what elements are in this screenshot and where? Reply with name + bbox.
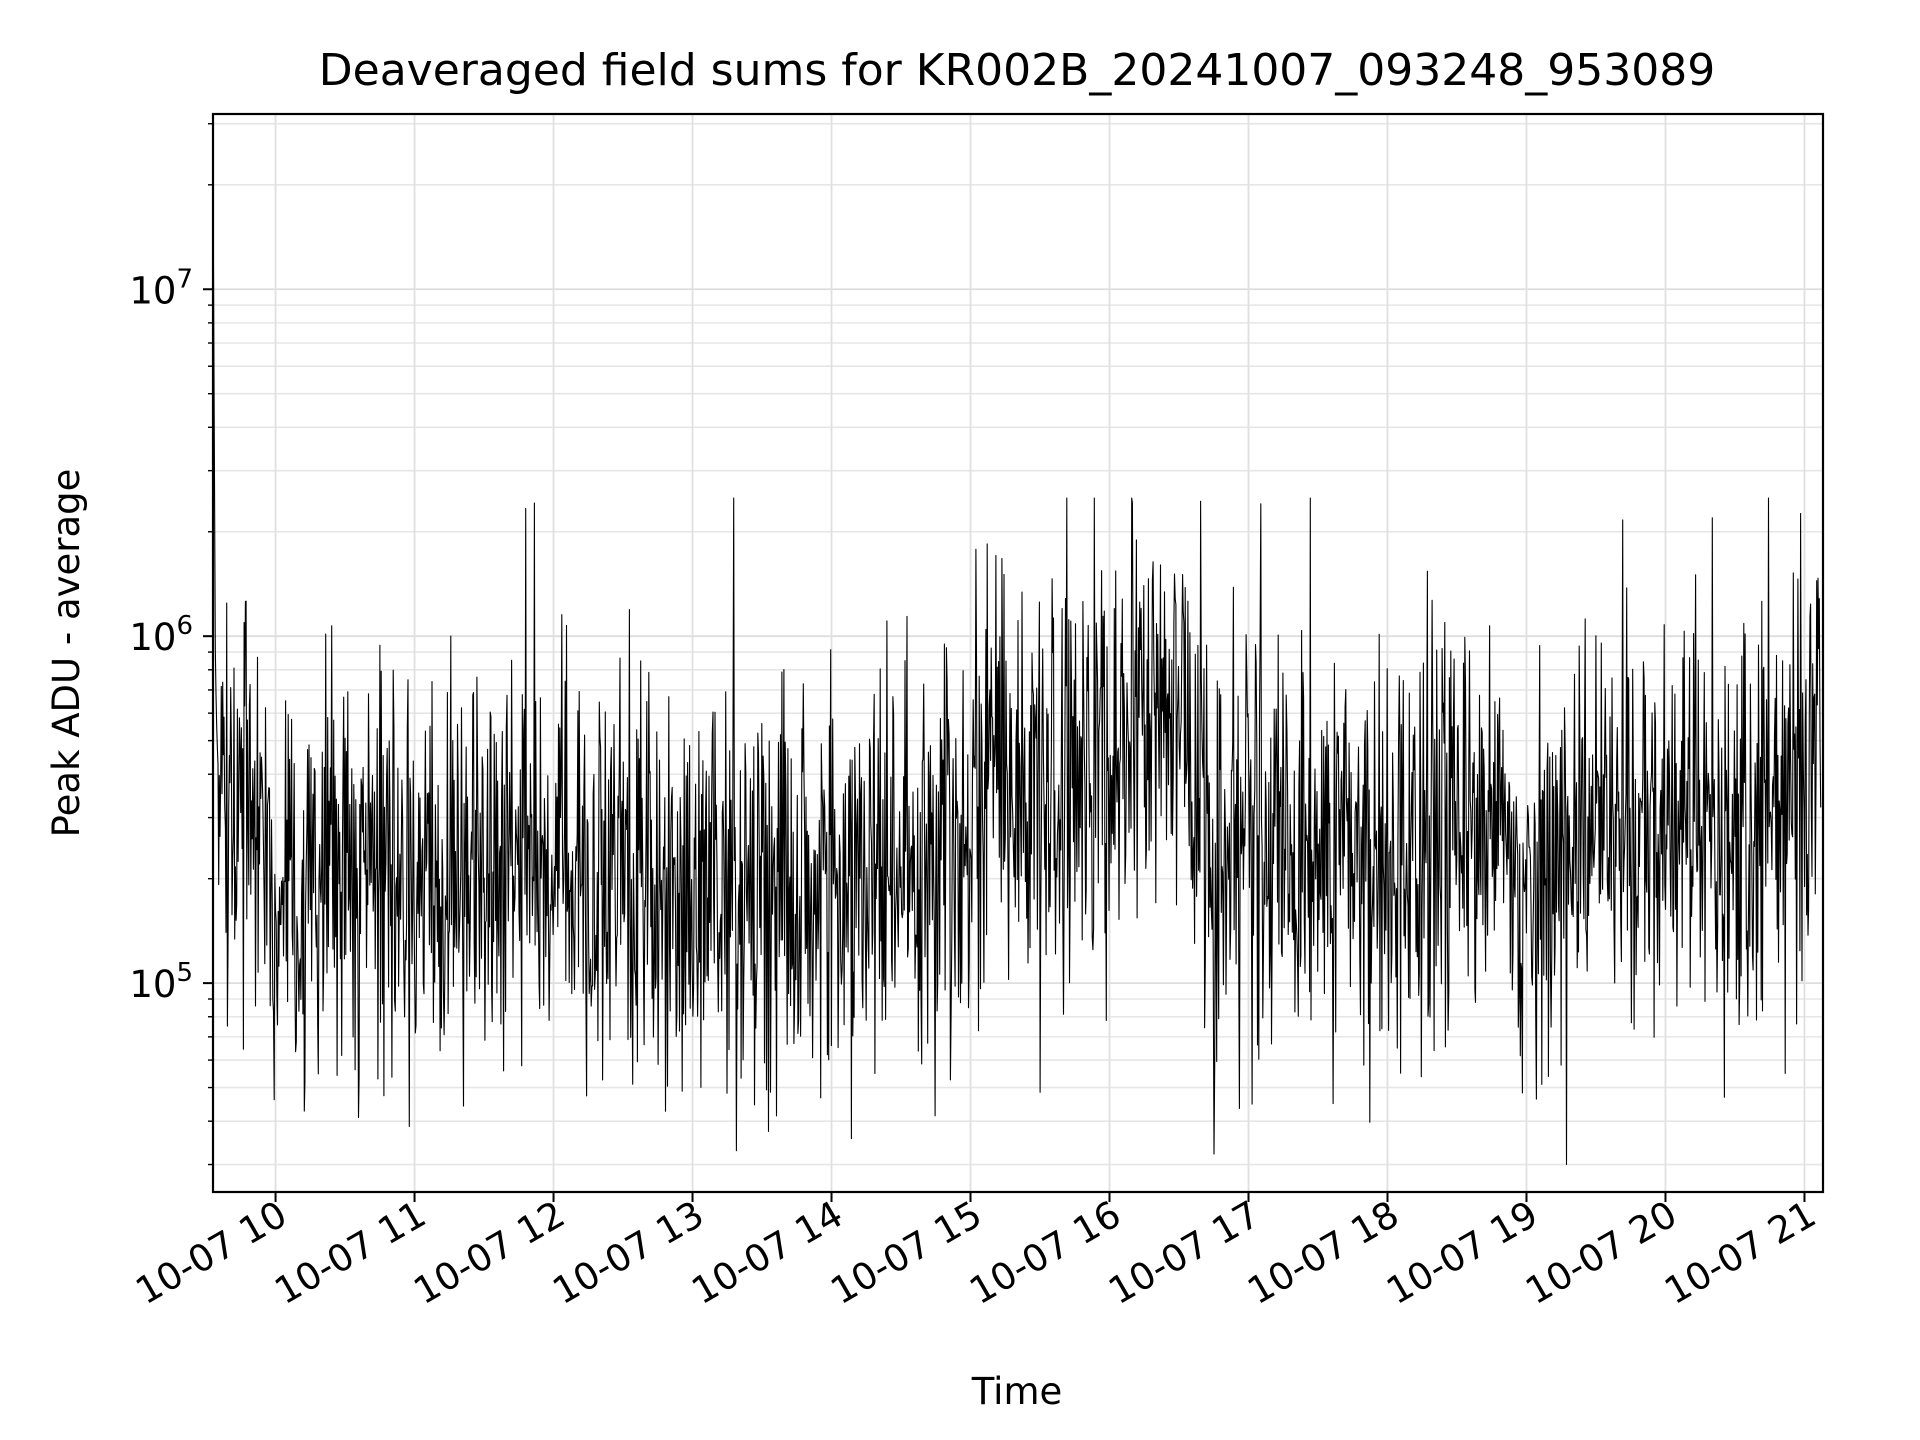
chart-title: Deaveraged field sums for KR002B_2024100…: [319, 45, 1715, 96]
y-tick-label: 106: [129, 611, 193, 659]
data-series: [212, 163, 1822, 1166]
y-axis-label: Peak ADU - average: [45, 469, 88, 838]
y-tick-label: 107: [129, 264, 193, 312]
series-line: [212, 163, 1822, 1166]
y-axis: 105 106 107: [129, 123, 213, 1166]
x-axis-label: Time: [971, 1370, 1063, 1413]
plot-area-frame: [211, 112, 1825, 1194]
y-tick-label: 105: [129, 958, 193, 1006]
